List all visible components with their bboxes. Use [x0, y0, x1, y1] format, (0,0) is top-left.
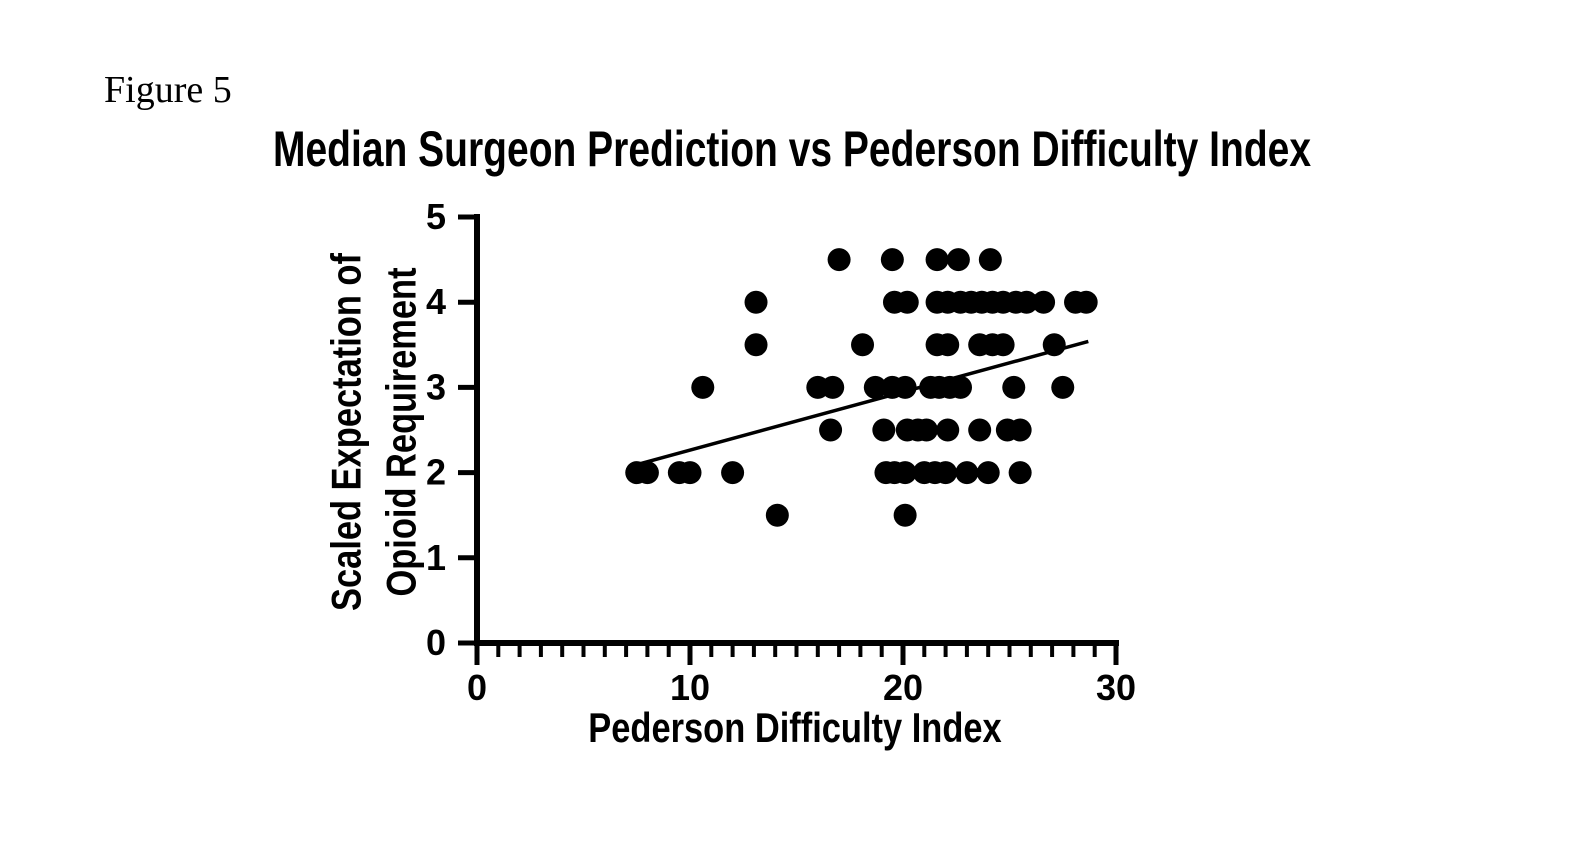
y-axis-title: Scaled Expectation of Opioid Requirement — [322, 253, 425, 611]
data-point — [1015, 290, 1039, 314]
data-point — [936, 333, 960, 357]
x-tick-label: 10 — [670, 667, 710, 708]
data-point — [1008, 461, 1032, 485]
data-point — [635, 461, 659, 485]
x-tick-label: 20 — [883, 667, 923, 708]
y-tick-label: 5 — [426, 196, 446, 237]
data-point — [691, 375, 715, 399]
data-point — [914, 418, 938, 442]
data-point — [936, 418, 960, 442]
data-point — [851, 333, 875, 357]
data-point — [934, 461, 958, 485]
data-point — [1074, 290, 1098, 314]
x-tick-label: 0 — [467, 667, 487, 708]
x-tick-label: 30 — [1096, 667, 1136, 708]
data-point — [1008, 418, 1032, 442]
data-point — [678, 461, 702, 485]
data-point — [1002, 375, 1026, 399]
data-point — [976, 461, 1000, 485]
data-point — [955, 461, 979, 485]
trend-line — [638, 339, 1089, 466]
data-point — [893, 503, 917, 527]
data-point — [827, 248, 851, 272]
data-point — [946, 248, 970, 272]
data-point — [893, 461, 917, 485]
figure-label: Figure 5 — [104, 69, 232, 111]
data-point — [949, 375, 973, 399]
data-point — [744, 333, 768, 357]
data-point — [1032, 290, 1056, 314]
data-point — [863, 375, 887, 399]
data-point — [991, 333, 1015, 357]
data-point — [880, 248, 904, 272]
y-tick-label: 3 — [426, 366, 446, 407]
y-tick-label: 2 — [426, 452, 446, 493]
chart-title: Median Surgeon Prediction vs Pederson Di… — [272, 121, 1312, 177]
data-point — [872, 418, 896, 442]
data-point — [821, 375, 845, 399]
data-point — [1051, 375, 1075, 399]
data-point — [721, 461, 745, 485]
data-point — [744, 290, 768, 314]
x-axis-title: Pederson Difficulty Index — [588, 704, 1002, 751]
data-point — [968, 418, 992, 442]
data-point — [765, 503, 789, 527]
y-tick-label: 4 — [426, 281, 446, 322]
y-tick-label: 1 — [426, 537, 446, 578]
data-point — [819, 418, 843, 442]
data-point — [925, 248, 949, 272]
data-point — [978, 248, 1002, 272]
y-tick-label: 0 — [426, 622, 446, 663]
data-point — [895, 290, 919, 314]
